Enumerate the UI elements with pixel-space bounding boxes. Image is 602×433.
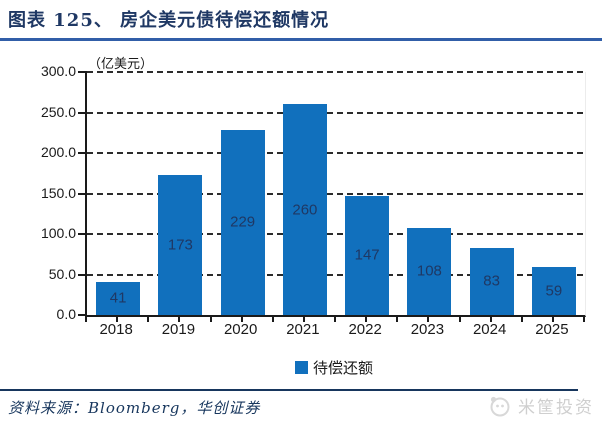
y-axis-tick — [78, 314, 87, 316]
bar-2021: 260 — [282, 104, 327, 315]
footer-divider — [0, 389, 578, 391]
legend-marker-icon — [294, 361, 308, 374]
source-note: 资料来源：Bloomberg，华创证券 — [8, 399, 261, 417]
y-axis-unit-label: （亿美元） — [88, 56, 154, 71]
bar-value-label: 41 — [109, 289, 127, 307]
x-axis-tick-label: 2023 — [410, 321, 445, 338]
x-axis-tick — [583, 317, 585, 322]
x-axis-labels: 2018 2019 2020 2021 2022 2023 2024 2025 — [85, 321, 583, 338]
bar-slot: 108 — [398, 72, 460, 315]
x-axis-tick — [458, 317, 461, 322]
y-axis-labels: 300.0 250.0 200.0 150.0 100.0 50.0 0.0 — [0, 0, 76, 433]
y-axis-tick-label: 250.0 — [40, 103, 76, 120]
x-axis-tick-label: 2021 — [286, 321, 320, 338]
bar-value-label: 83 — [483, 272, 500, 290]
watermark-text: 米筐投资 — [518, 398, 594, 417]
y-axis-tick — [78, 111, 87, 114]
bar-2024: 83 — [469, 247, 514, 315]
legend: 待偿还额 — [85, 357, 583, 378]
bar-series: 41 173 229 260 147 108 83 59 — [87, 72, 585, 315]
x-axis-tick — [365, 317, 368, 322]
gridline — [87, 273, 585, 276]
bar-2020: 229 — [220, 129, 265, 315]
x-axis-tick-label: 2019 — [161, 321, 196, 338]
y-axis-tick-label: 0.0 — [56, 306, 76, 322]
y-axis-tick — [78, 273, 87, 276]
y-axis-tick-label: 150.0 — [40, 184, 76, 201]
x-axis-tick — [209, 317, 212, 322]
x-axis-ticks — [85, 315, 585, 322]
gridline — [87, 192, 585, 195]
y-axis-tick — [78, 152, 87, 154]
bar-2019: 173 — [158, 174, 203, 315]
x-axis-tick-label: 2020 — [223, 321, 258, 338]
gridline — [87, 233, 585, 235]
bar-slot: 59 — [523, 72, 585, 315]
watermark: 米筐投资 — [487, 393, 594, 418]
x-axis-tick-label: 2025 — [535, 321, 569, 338]
title-underline — [0, 38, 602, 41]
x-axis-tick-label: 2022 — [348, 321, 382, 338]
y-axis-tick — [78, 233, 87, 235]
y-axis-tick-label: 50.0 — [48, 265, 76, 282]
bar-slot: 173 — [149, 72, 211, 315]
bar-slot: 260 — [274, 72, 336, 315]
x-axis-tick — [116, 317, 119, 322]
x-axis-tick — [427, 317, 430, 322]
bar-2022: 147 — [345, 195, 390, 315]
x-axis-tick — [520, 317, 523, 322]
x-axis-tick — [396, 317, 399, 322]
y-axis-tick-label: 300.0 — [40, 63, 76, 79]
watermark-logo-icon — [490, 396, 510, 416]
bar-slot: 229 — [212, 72, 274, 315]
x-axis-tick — [302, 317, 305, 322]
bar-value-label: 229 — [230, 213, 256, 231]
bar-value-label: 260 — [292, 201, 318, 219]
bar-value-label: 147 — [354, 246, 380, 264]
bar-slot: 41 — [87, 72, 149, 315]
y-axis-tick-label: 200.0 — [40, 144, 76, 160]
bar-value-label: 59 — [545, 282, 563, 300]
bar-value-label: 173 — [167, 236, 193, 254]
x-axis-tick — [271, 317, 274, 322]
y-axis-tick — [78, 71, 87, 73]
x-axis-tick-label: 2018 — [99, 321, 133, 338]
bar-2023: 108 — [407, 227, 452, 315]
legend-label: 待偿还额 — [312, 360, 373, 377]
bar-2018: 41 — [96, 281, 141, 315]
x-axis-tick — [334, 317, 336, 322]
x-axis-tick — [240, 317, 243, 322]
gridline — [87, 111, 585, 114]
gridline — [87, 71, 585, 73]
y-axis-tick-label: 100.0 — [40, 225, 76, 241]
figure-title: 图表 125、 房企美元债待偿还额情况 — [8, 10, 330, 31]
plot-area: 41 173 229 260 147 108 83 59 — [78, 71, 586, 322]
x-axis-tick — [147, 317, 150, 322]
x-axis-tick — [489, 317, 492, 322]
x-axis-tick — [551, 317, 554, 322]
bar-value-label: 108 — [416, 262, 442, 280]
x-axis-tick — [178, 317, 181, 322]
y-axis-tick — [78, 192, 87, 195]
bar-2025: 59 — [531, 267, 576, 315]
x-axis-tick-label: 2024 — [472, 321, 507, 338]
bar-slot: 83 — [461, 72, 523, 315]
gridline — [87, 152, 585, 154]
x-axis-tick — [85, 317, 87, 322]
bar-slot: 147 — [336, 72, 398, 315]
